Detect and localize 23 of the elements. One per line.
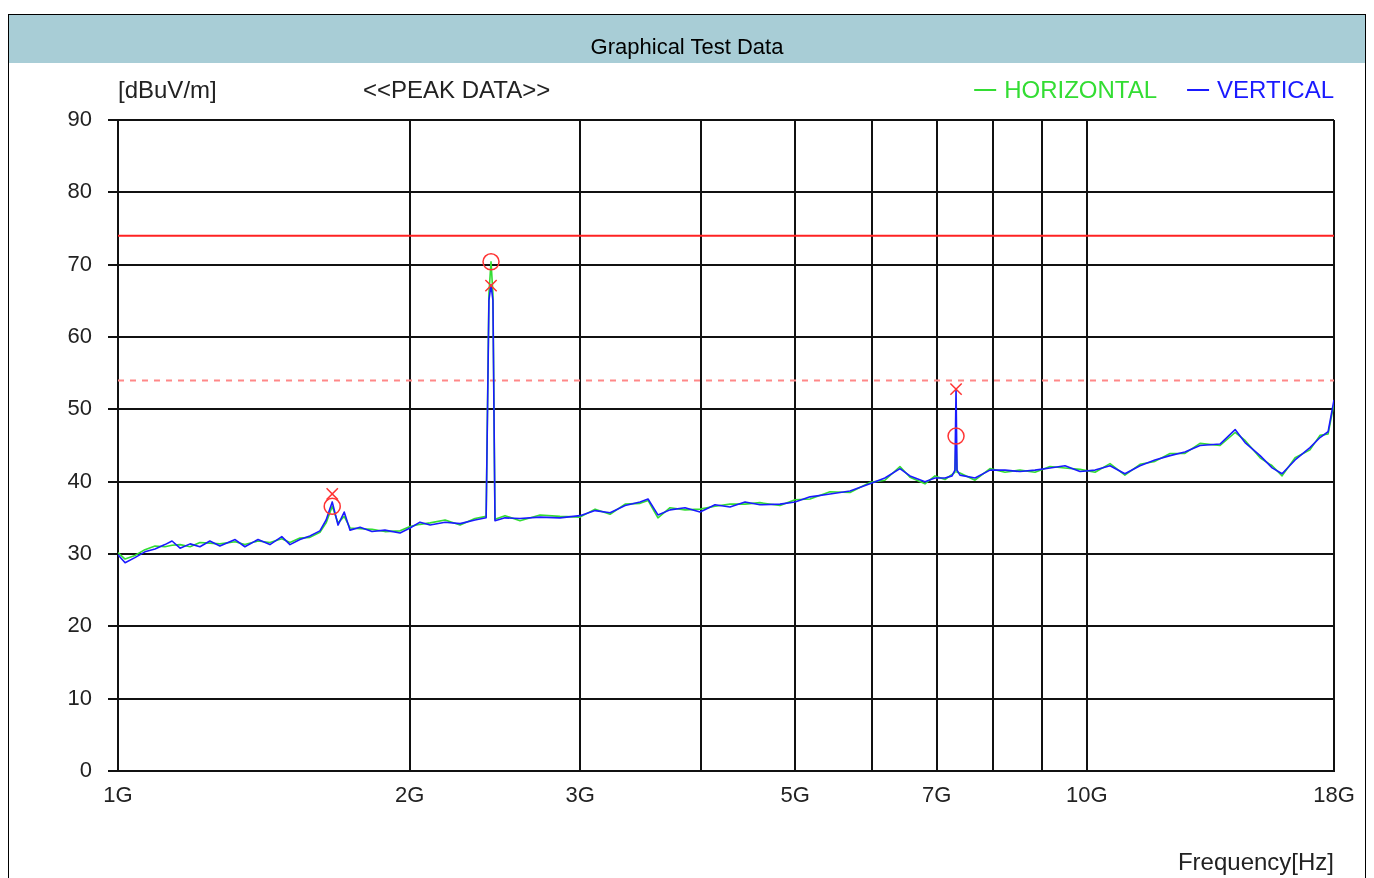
y-tick-label: 50 — [67, 395, 92, 421]
legend-label: HORIZONTAL — [1004, 76, 1158, 103]
x-tick-label: 10G — [1065, 782, 1108, 808]
y-axis-title: [dBuV/m] — [118, 76, 217, 103]
y-tick-label: 80 — [67, 178, 92, 204]
x-tick-label: 5G — [780, 782, 810, 808]
y-tick-label: 90 — [67, 106, 92, 132]
x-tick-label: 7G — [921, 782, 952, 808]
y-tick-label: 10 — [67, 684, 92, 710]
x-axis-title: Frequency[Hz] — [1177, 848, 1334, 875]
y-tick-label: 70 — [67, 250, 92, 276]
y-tick-label: 30 — [67, 540, 92, 566]
x-tick-label: 18G — [1313, 782, 1355, 808]
y-tick-label: 20 — [67, 612, 92, 638]
y-tick-label: 0 — [79, 757, 92, 783]
y-tick-label: 60 — [67, 323, 92, 349]
x-tick-label: 1G — [103, 782, 133, 808]
x-tick-label: 2G — [394, 782, 425, 808]
x-tick-label: 3G — [565, 782, 595, 808]
legend-label: VERTICAL — [1217, 76, 1334, 103]
chart-title: Graphical Test Data — [8, 14, 1366, 63]
chart-subtitle: <<PEAK DATA>> — [363, 76, 551, 103]
y-tick-label: 40 — [67, 467, 92, 493]
